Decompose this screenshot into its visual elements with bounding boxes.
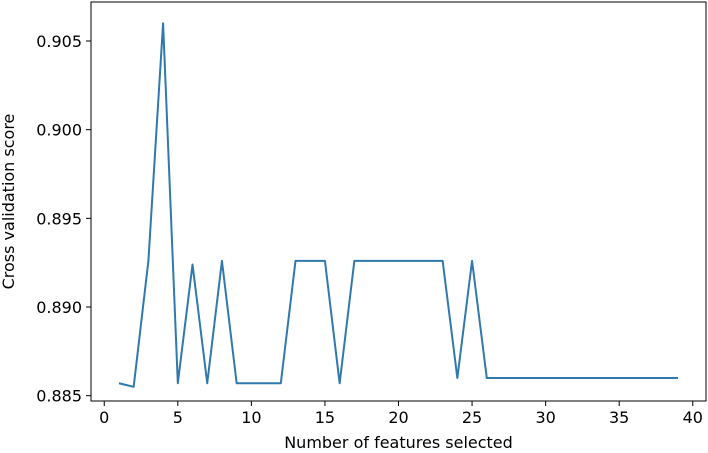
series-line-1 bbox=[118, 22, 679, 388]
x-axis-ticks: 0 5 10 15 20 25 30 35 40 bbox=[99, 401, 703, 427]
plot-frame bbox=[90, 1, 707, 402]
x-tick-label: 0 bbox=[99, 408, 109, 427]
y-tick-label: 0.905 bbox=[36, 32, 82, 51]
x-tick-label: 30 bbox=[535, 408, 555, 427]
x-tick-label: 20 bbox=[388, 408, 408, 427]
x-axis-label: Number of features selected bbox=[284, 433, 513, 452]
x-tick-label: 10 bbox=[241, 408, 261, 427]
y-tick-label: 0.900 bbox=[36, 121, 82, 140]
x-tick-label: 25 bbox=[462, 408, 482, 427]
y-tick-label: 0.885 bbox=[36, 387, 82, 406]
x-tick-label: 40 bbox=[683, 408, 703, 427]
x-tick-label: 15 bbox=[315, 408, 335, 427]
x-tick-label: 5 bbox=[173, 408, 183, 427]
y-tick-label: 0.895 bbox=[36, 209, 82, 228]
x-tick-label: 35 bbox=[609, 408, 629, 427]
y-axis-label: Cross validation score bbox=[0, 114, 18, 290]
axes-frame bbox=[90, 1, 707, 402]
y-axis-ticks: 0.885 0.890 0.895 0.900 0.905 bbox=[36, 32, 91, 406]
plot-area bbox=[118, 22, 679, 388]
y-tick-label: 0.890 bbox=[36, 298, 82, 317]
